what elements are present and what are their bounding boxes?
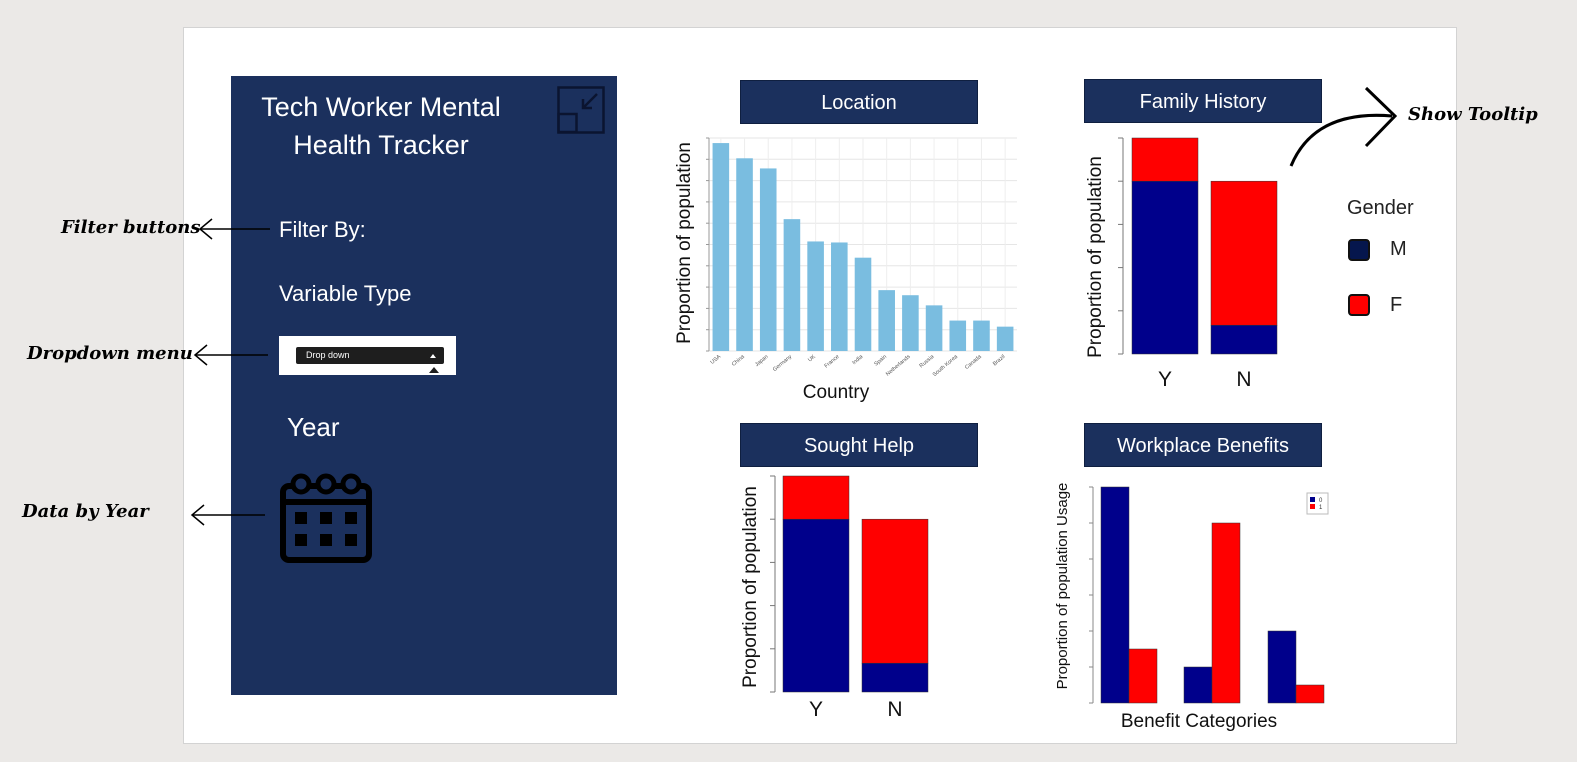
legend-title: Gender [1347, 197, 1414, 219]
legend-label-f: F [1390, 294, 1403, 316]
sidebar: Tech Worker Mental Health Tracker Filter… [231, 76, 617, 695]
year-label: Year [287, 412, 340, 442]
annotation-filter-buttons: Filter buttons [61, 217, 201, 238]
dropdown-value: Drop down [306, 350, 350, 360]
collapse-icon[interactable] [557, 86, 605, 134]
annotation-dropdown-menu: Dropdown menu [27, 343, 193, 364]
variable-type-label: Variable Type [279, 281, 412, 306]
workplace-benefits-chart-title: Workplace Benefits [1084, 423, 1322, 467]
legend-swatch-f [1348, 294, 1370, 316]
legend-swatch-m [1348, 239, 1370, 261]
app-title: Tech Worker Mental Health Tracker [261, 92, 501, 160]
sought-help-chart-title: Sought Help [740, 423, 978, 467]
dropdown-pointer [429, 367, 439, 373]
annotation-show-tooltip: Show Tooltip [1408, 104, 1538, 125]
filter-by-label: Filter By: [279, 217, 366, 242]
caret-up-icon [430, 354, 436, 358]
dropdown-container: Drop down [279, 336, 456, 375]
annotation-data-by-year: Data by Year [22, 501, 149, 522]
variable-type-dropdown[interactable]: Drop down [296, 347, 444, 364]
legend-label-m: M [1390, 238, 1407, 260]
calendar-icon[interactable] [279, 472, 375, 564]
location-chart-title: Location [740, 80, 978, 124]
family-history-chart-title: Family History [1084, 79, 1322, 123]
